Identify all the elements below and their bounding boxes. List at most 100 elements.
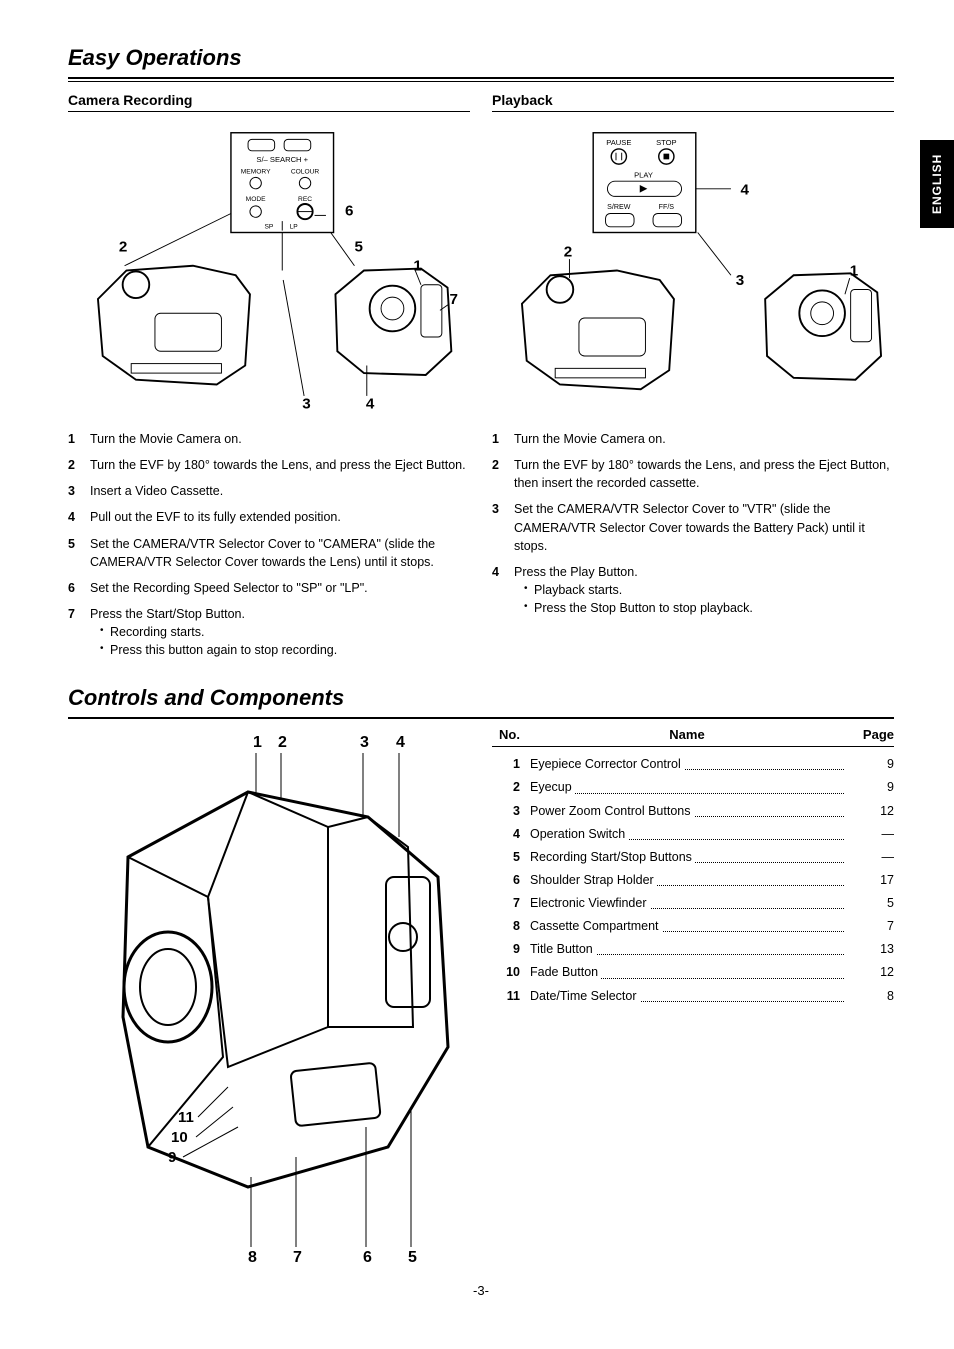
step-text: Pull out the EVF to its fully extended p… — [90, 508, 470, 526]
callout: 7 — [449, 290, 457, 307]
panel-lbl: PAUSE — [606, 138, 631, 147]
th-no: No. — [492, 727, 530, 742]
step-text: Turn the Movie Camera on. — [90, 430, 470, 448]
table-row: 9Title Button13 — [492, 938, 894, 961]
td-no: 3 — [492, 800, 530, 823]
td-name: Fade Button — [530, 961, 844, 984]
td-name: Shoulder Strap Holder — [530, 869, 844, 892]
sub-bullet: Press the Stop Button to stop playback. — [524, 599, 894, 617]
table-row: 4Operation Switch— — [492, 823, 894, 846]
td-name: Power Zoom Control Buttons — [530, 800, 844, 823]
camera-recording-illustration: S/– SEARCH + MEMORY COLOUR MODE REC SP L… — [68, 120, 470, 420]
td-name: Date/Time Selector — [530, 985, 844, 1008]
td-no: 1 — [492, 753, 530, 776]
th-page: Page — [844, 727, 894, 742]
step-text: Turn the EVF by 180° towards the Lens, a… — [90, 456, 470, 474]
page-number: -3- — [68, 1283, 894, 1298]
td-no: 8 — [492, 915, 530, 938]
callout: 5 — [354, 238, 363, 255]
camera-recording-steps: 1Turn the Movie Camera on. 2Turn the EVF… — [68, 430, 470, 659]
step-text: Set the CAMERA/VTR Selector Cover to "CA… — [90, 535, 470, 571]
panel-lbl: S/– SEARCH + — [256, 155, 308, 164]
step-text: Press the Start/Stop Button. Recording s… — [90, 605, 470, 659]
td-name: Eyecup — [530, 776, 844, 799]
step-text: Set the Recording Speed Selector to "SP"… — [90, 579, 470, 597]
td-no: 2 — [492, 776, 530, 799]
easy-ops-columns: Camera Recording S/– SEARCH + MEMORY COL… — [68, 92, 894, 667]
td-no: 4 — [492, 823, 530, 846]
callout: 6 — [345, 202, 353, 219]
table-row: 3Power Zoom Control Buttons12 — [492, 800, 894, 823]
td-name: Cassette Compartment — [530, 915, 844, 938]
panel-lbl: MODE — [246, 196, 266, 203]
th-name: Name — [530, 727, 844, 742]
step-text: Press the Play Button. Playback starts. … — [514, 563, 894, 617]
td-no: 7 — [492, 892, 530, 915]
td-page: 8 — [844, 985, 894, 1008]
td-no: 9 — [492, 938, 530, 961]
controls-illustration: 1 2 3 4 — [68, 727, 468, 1267]
controls-section: Controls and Components 1 2 3 4 — [68, 685, 894, 1267]
td-no: 10 — [492, 961, 530, 984]
sub-bullet: Playback starts. — [524, 581, 894, 599]
table-row: 1Eyepiece Corrector Control9 — [492, 753, 894, 776]
step-num: 6 — [68, 579, 90, 597]
step-text: Insert a Video Cassette. — [90, 482, 470, 500]
callout: 4 — [396, 734, 405, 751]
td-page: 9 — [844, 776, 894, 799]
td-page: 12 — [844, 961, 894, 984]
page-body: Easy Operations Camera Recording S/– SEA… — [0, 0, 954, 1318]
td-name: Eyepiece Corrector Control — [530, 753, 844, 776]
step-num: 1 — [492, 430, 514, 448]
step-text: Set the CAMERA/VTR Selector Cover to "VT… — [514, 500, 894, 554]
callout: 8 — [248, 1249, 257, 1266]
td-name: Operation Switch — [530, 823, 844, 846]
panel-lbl: LP — [290, 223, 299, 230]
step-num: 1 — [68, 430, 90, 448]
callout: 7 — [293, 1249, 302, 1266]
callout: 1 — [253, 734, 262, 751]
td-page: 12 — [844, 800, 894, 823]
td-page: 9 — [844, 753, 894, 776]
playback-steps: 1Turn the Movie Camera on. 2Turn the EVF… — [492, 430, 894, 617]
callout: 5 — [408, 1249, 417, 1266]
step-num: 3 — [492, 500, 514, 554]
td-page: 7 — [844, 915, 894, 938]
td-name: Title Button — [530, 938, 844, 961]
table-row: 6Shoulder Strap Holder17 — [492, 869, 894, 892]
playback-illustration: PAUSE STOP PLAY S/REW FF/S 4 2 — [492, 120, 894, 420]
panel-lbl: PLAY — [634, 170, 653, 179]
td-page: — — [844, 846, 894, 869]
callout: 3 — [360, 734, 369, 751]
table-row: 7Electronic Viewfinder5 — [492, 892, 894, 915]
callout: 9 — [168, 1149, 176, 1166]
callout: 3 — [302, 395, 310, 412]
playback-col: Playback PAUSE STOP PLAY S/REW FF/S — [492, 92, 894, 667]
callout: 2 — [119, 238, 127, 255]
callout: 2 — [564, 243, 572, 260]
playback-heading: Playback — [492, 92, 894, 112]
callout: 6 — [363, 1249, 372, 1266]
td-no: 5 — [492, 846, 530, 869]
panel-lbl: STOP — [656, 138, 677, 147]
camera-recording-col: Camera Recording S/– SEARCH + MEMORY COL… — [68, 92, 470, 667]
callout: 10 — [171, 1129, 188, 1146]
section-title-easy-ops: Easy Operations — [68, 45, 894, 71]
td-name: Electronic Viewfinder — [530, 892, 844, 915]
callout: 2 — [278, 734, 287, 751]
table-header: No. Name Page — [492, 727, 894, 747]
table-row: 8Cassette Compartment7 — [492, 915, 894, 938]
td-name: Recording Start/Stop Buttons — [530, 846, 844, 869]
callout: 4 — [740, 181, 749, 198]
panel-lbl: FF/S — [659, 202, 675, 210]
td-no: 11 — [492, 985, 530, 1008]
td-page: 5 — [844, 892, 894, 915]
panel-lbl: MEMORY — [241, 168, 271, 175]
step-num: 3 — [68, 482, 90, 500]
callout: 11 — [178, 1109, 194, 1126]
step-num: 7 — [68, 605, 90, 659]
callout: 4 — [366, 395, 375, 412]
panel-lbl: SP — [265, 223, 274, 230]
panel-lbl: S/REW — [607, 202, 631, 210]
step-text: Turn the EVF by 180° towards the Lens, a… — [514, 456, 894, 492]
